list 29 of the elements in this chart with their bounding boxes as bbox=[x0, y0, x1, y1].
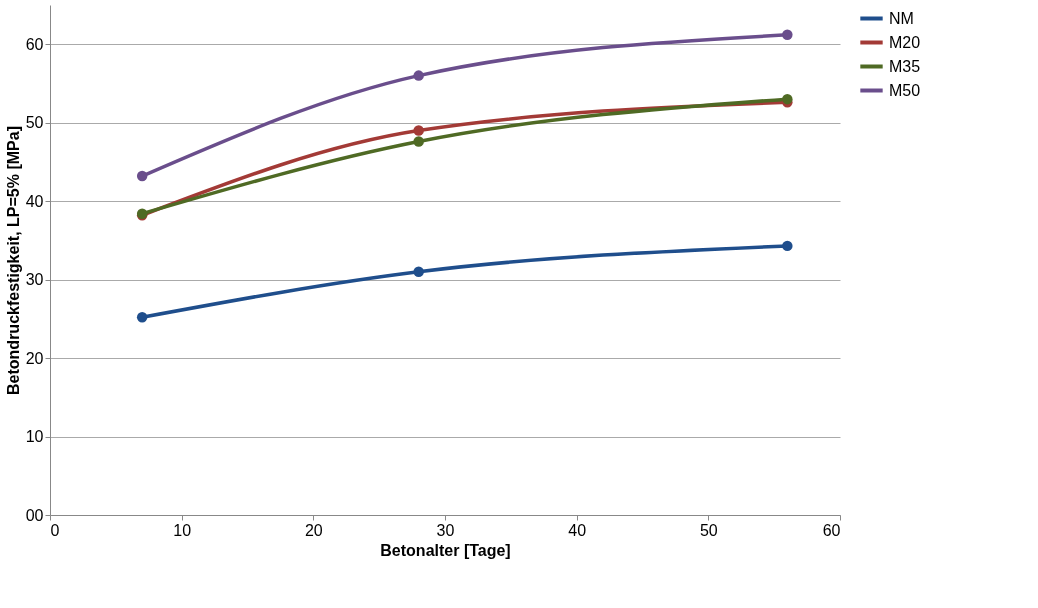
x-tick-label: 10 bbox=[173, 521, 192, 539]
point bbox=[413, 125, 424, 136]
legend-label: M20 bbox=[889, 33, 921, 51]
legend-label: NM bbox=[889, 9, 914, 27]
y-tick-label: 10 bbox=[25, 428, 44, 446]
point bbox=[136, 312, 148, 323]
point bbox=[782, 29, 793, 41]
x-tick-label: 0 bbox=[50, 521, 60, 539]
y-tick-label: 40 bbox=[25, 192, 44, 210]
x-tick-label: 60 bbox=[822, 521, 841, 539]
y-tick-label: 30 bbox=[25, 271, 44, 289]
y-tick-label: 50 bbox=[25, 114, 44, 132]
point bbox=[413, 70, 424, 81]
x-tick-label: 20 bbox=[304, 521, 323, 539]
legend-label: M50 bbox=[889, 81, 921, 99]
point bbox=[136, 170, 148, 182]
y-tick-label: 00 bbox=[25, 506, 44, 524]
x-tick-label: 40 bbox=[568, 521, 587, 539]
y-tick-label: 20 bbox=[25, 349, 44, 367]
x-tick-label: 50 bbox=[699, 521, 718, 539]
y-tick-label: 60 bbox=[25, 35, 44, 53]
legend-label: M35 bbox=[889, 57, 921, 75]
y-axis-title: Betondruckfestigkeit, LP=5% [MPa] bbox=[4, 126, 22, 395]
point bbox=[413, 266, 424, 277]
point bbox=[782, 93, 793, 105]
x-axis-title: Betonalter [Tage] bbox=[380, 541, 511, 559]
point bbox=[782, 240, 793, 252]
point bbox=[413, 136, 424, 147]
x-tick-label: 30 bbox=[436, 521, 455, 539]
